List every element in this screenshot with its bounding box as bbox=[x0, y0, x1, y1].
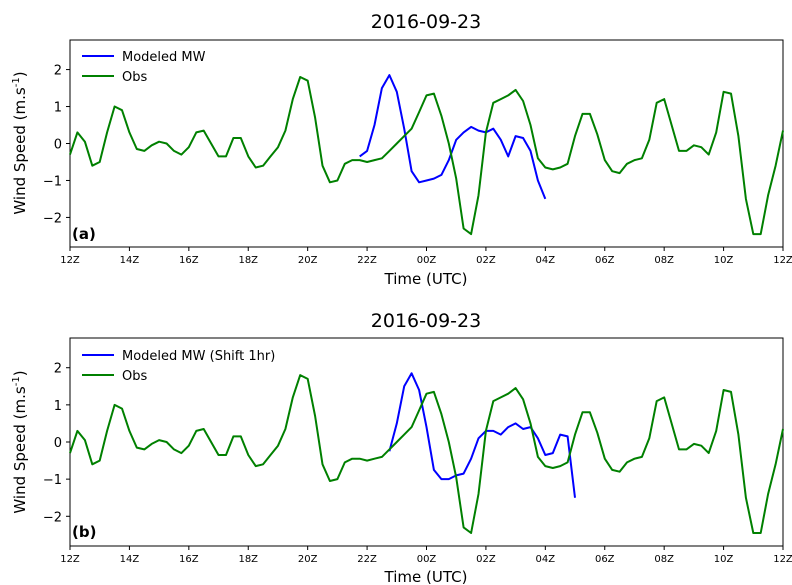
x-tick-label: 00Z bbox=[417, 255, 437, 266]
x-tick-label: 04Z bbox=[536, 255, 556, 266]
x-tick-label: 18Z bbox=[238, 554, 258, 565]
legend-label-modeled: Modeled MW bbox=[122, 50, 206, 65]
panel-b: 2016-09-23 12Z 14Z 16Z 18Z 20Z 22Z 00Z 02Z 04Z 06… bbox=[11, 310, 792, 585]
x-tick-label: 20Z bbox=[298, 554, 318, 565]
y-tick-label: −2 bbox=[43, 211, 62, 226]
x-ticks: 12Z 14Z 16Z 18Z 20Z 22Z 00Z 02Z 04Z 06Z 08Z 10Z 12Z bbox=[60, 546, 792, 565]
x-tick-label: 12Z bbox=[773, 554, 792, 565]
series-line-modeled bbox=[388, 372, 576, 498]
series-layer bbox=[69, 74, 784, 236]
x-tick-label: 18Z bbox=[238, 255, 258, 266]
x-axis-label: Time (UTC) bbox=[384, 270, 468, 288]
x-tick-label: 14Z bbox=[120, 554, 140, 565]
y-tick-label: 1 bbox=[54, 101, 62, 116]
y-tick-label: −1 bbox=[43, 174, 62, 189]
x-tick-label: 04Z bbox=[536, 554, 556, 565]
x-tick-label: 12Z bbox=[60, 255, 80, 266]
x-tick-label: 10Z bbox=[714, 554, 734, 565]
x-tick-label: 16Z bbox=[179, 554, 199, 565]
x-tick-label: 06Z bbox=[595, 554, 615, 565]
y-axis-label: Wind Speed (m.s-1) bbox=[11, 370, 29, 513]
x-axis-label: Time (UTC) bbox=[384, 568, 468, 585]
legend-label-modeled: Modeled MW (Shift 1hr) bbox=[122, 349, 275, 364]
x-tick-label: 22Z bbox=[357, 554, 377, 565]
x-tick-label: 12Z bbox=[60, 554, 80, 565]
x-tick-label: 02Z bbox=[476, 554, 496, 565]
y-tick-label: 2 bbox=[54, 64, 62, 79]
plot-area bbox=[69, 39, 784, 248]
x-tick-label: 20Z bbox=[298, 255, 318, 266]
y-tick-label: −1 bbox=[43, 473, 62, 488]
panel-label: (b) bbox=[72, 523, 96, 541]
x-tick-label: 02Z bbox=[476, 255, 496, 266]
y-ticks: −2 −1 0 1 2 bbox=[43, 362, 70, 525]
x-tick-label: 08Z bbox=[654, 255, 674, 266]
legend-label-obs: Obs bbox=[122, 70, 147, 85]
panel-label: (a) bbox=[72, 225, 96, 243]
series-line-modeled bbox=[359, 74, 547, 200]
y-tick-label: 1 bbox=[54, 399, 62, 414]
x-tick-label: 06Z bbox=[595, 255, 615, 266]
y-tick-label: 0 bbox=[54, 138, 62, 153]
x-tick-label: 22Z bbox=[357, 255, 377, 266]
legend: Modeled MW Obs bbox=[82, 50, 206, 85]
legend-label-obs: Obs bbox=[122, 369, 147, 384]
legend: Modeled MW (Shift 1hr) Obs bbox=[82, 349, 275, 384]
x-tick-label: 00Z bbox=[417, 554, 437, 565]
plot-area bbox=[69, 337, 784, 547]
series-line-obs bbox=[69, 374, 784, 534]
panel-a: 2016-09-23 12Z 14Z 16Z 18Z 20Z 22Z 00Z 02Z 04Z 06… bbox=[11, 11, 792, 288]
chart-title: 2016-09-23 bbox=[371, 310, 481, 332]
x-tick-label: 16Z bbox=[179, 255, 199, 266]
x-tick-label: 08Z bbox=[654, 554, 674, 565]
y-ticks: −2 −1 0 1 2 bbox=[43, 64, 70, 226]
x-tick-label: 14Z bbox=[120, 255, 140, 266]
chart-title: 2016-09-23 bbox=[371, 11, 481, 33]
x-ticks: 12Z 14Z 16Z 18Z 20Z 22Z 00Z 02Z 04Z 06Z 08Z 10Z 12Z bbox=[60, 247, 792, 266]
x-tick-label: 12Z bbox=[773, 255, 792, 266]
series-line-obs bbox=[69, 76, 784, 236]
x-tick-label: 10Z bbox=[714, 255, 734, 266]
y-tick-label: 0 bbox=[54, 436, 62, 451]
series-layer bbox=[69, 372, 784, 534]
y-tick-label: 2 bbox=[54, 362, 62, 377]
y-tick-label: −2 bbox=[43, 510, 62, 525]
y-axis-label: Wind Speed (m.s-1) bbox=[11, 71, 29, 214]
